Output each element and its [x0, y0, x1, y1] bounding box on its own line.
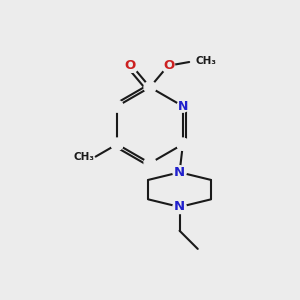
Text: O: O [125, 58, 136, 72]
Circle shape [177, 138, 189, 150]
Circle shape [177, 100, 189, 112]
Text: N: N [174, 200, 185, 214]
Circle shape [111, 138, 123, 150]
Text: N: N [178, 100, 189, 113]
Text: CH₃: CH₃ [195, 56, 216, 66]
Text: CH₃: CH₃ [73, 152, 94, 162]
Text: N: N [174, 166, 185, 179]
Circle shape [125, 59, 139, 72]
Circle shape [111, 138, 123, 150]
Circle shape [144, 157, 156, 169]
Circle shape [173, 200, 186, 214]
Circle shape [173, 166, 186, 179]
Circle shape [177, 138, 189, 150]
Circle shape [161, 59, 175, 72]
Circle shape [111, 100, 123, 112]
Text: O: O [164, 59, 175, 72]
Circle shape [144, 81, 156, 93]
